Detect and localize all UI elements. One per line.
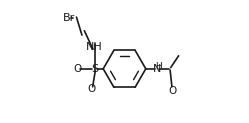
Text: H: H: [156, 62, 162, 71]
Text: NH: NH: [86, 42, 103, 52]
Text: O: O: [87, 85, 96, 94]
Text: S: S: [91, 64, 98, 74]
Text: N: N: [153, 64, 161, 74]
Text: O: O: [73, 64, 82, 74]
Text: Br: Br: [62, 13, 75, 23]
Text: O: O: [168, 86, 177, 96]
